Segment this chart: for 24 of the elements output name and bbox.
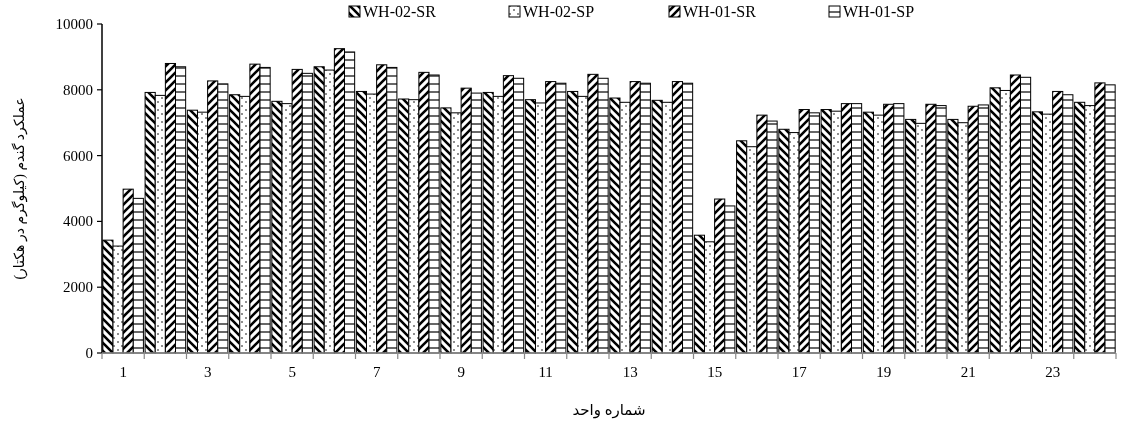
legend-label: WH-02-SR (363, 3, 437, 20)
legend-label: WH-01-SP (843, 3, 915, 20)
x-tick-label: 19 (876, 364, 892, 380)
x-tick-label: 23 (1045, 364, 1061, 380)
x-tick-label: 15 (707, 364, 723, 380)
x-tick-label: 11 (538, 364, 553, 380)
y-tick-label: 8000 (63, 81, 93, 98)
x-tick-label: 17 (791, 364, 808, 380)
x-tick-label: 9 (457, 364, 465, 380)
x-tick-label: 7 (372, 364, 381, 380)
y-tick-label: 2000 (63, 279, 93, 296)
x-axis-title: شماره واحد (572, 402, 646, 419)
x-tick-label: 3 (203, 364, 212, 380)
x-tick-label: 13 (622, 364, 638, 380)
legend-label: WH-01-SR (683, 3, 757, 20)
y-axis-title: عملکرد گندم (کیلوگرم در هکتار) (11, 97, 28, 280)
y-tick-label: 10000 (55, 16, 93, 32)
y-tick-label: 6000 (63, 147, 93, 164)
y-tick-label: 0 (85, 345, 93, 361)
x-tick-label: 21 (960, 364, 976, 380)
y-tick-label: 4000 (63, 213, 93, 230)
legend-label: WH-02-SP (523, 3, 595, 20)
x-tick-label: 5 (288, 364, 296, 380)
x-tick-label: 1 (119, 364, 127, 380)
